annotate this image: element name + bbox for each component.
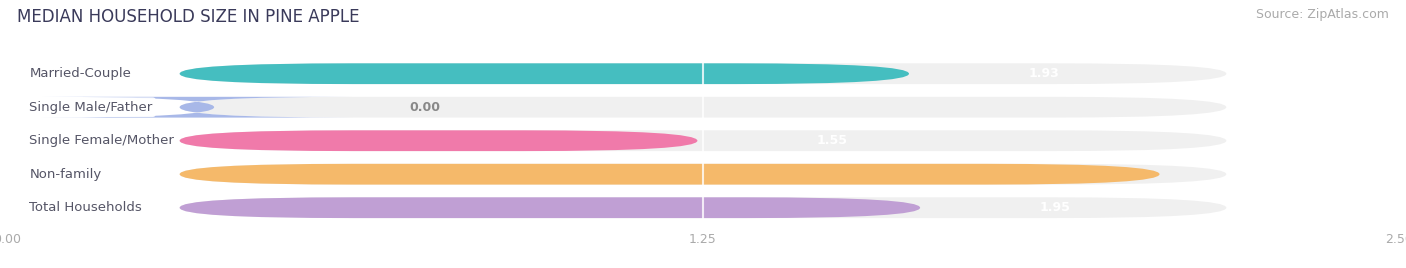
FancyBboxPatch shape bbox=[180, 197, 920, 218]
Text: MEDIAN HOUSEHOLD SIZE IN PINE APPLE: MEDIAN HOUSEHOLD SIZE IN PINE APPLE bbox=[17, 8, 360, 26]
FancyBboxPatch shape bbox=[180, 164, 1160, 185]
FancyBboxPatch shape bbox=[180, 97, 1226, 118]
Text: Married-Couple: Married-Couple bbox=[30, 67, 131, 80]
Text: 1.95: 1.95 bbox=[1039, 201, 1070, 214]
FancyBboxPatch shape bbox=[180, 130, 1226, 151]
Text: Source: ZipAtlas.com: Source: ZipAtlas.com bbox=[1256, 8, 1389, 21]
FancyBboxPatch shape bbox=[180, 130, 697, 151]
Text: 2.38: 2.38 bbox=[1279, 168, 1310, 181]
FancyBboxPatch shape bbox=[180, 164, 1226, 185]
Text: Single Male/Father: Single Male/Father bbox=[30, 101, 153, 114]
Text: 1.55: 1.55 bbox=[817, 134, 848, 147]
Text: Non-family: Non-family bbox=[30, 168, 101, 181]
Text: 0.00: 0.00 bbox=[409, 101, 440, 114]
FancyBboxPatch shape bbox=[180, 197, 1226, 218]
FancyBboxPatch shape bbox=[42, 97, 353, 118]
FancyBboxPatch shape bbox=[180, 63, 910, 84]
Text: Total Households: Total Households bbox=[30, 201, 142, 214]
FancyBboxPatch shape bbox=[180, 63, 1226, 84]
Text: Single Female/Mother: Single Female/Mother bbox=[30, 134, 174, 147]
Text: 1.93: 1.93 bbox=[1029, 67, 1059, 80]
